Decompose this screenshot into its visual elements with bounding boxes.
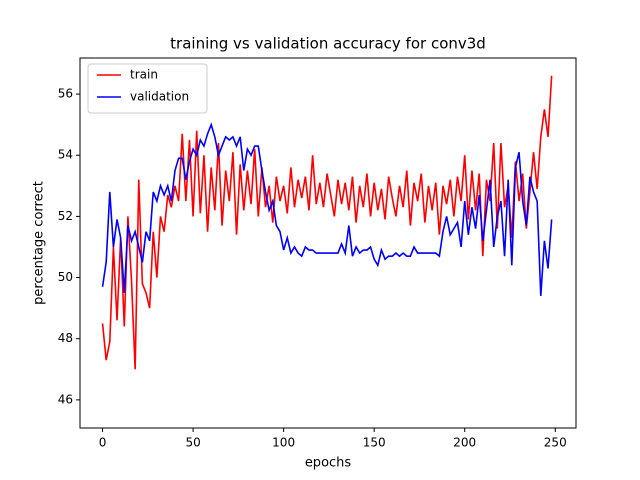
y-tick-label: 52 (58, 209, 73, 223)
x-tick-label: 250 (544, 436, 567, 450)
axes-frame (79, 57, 577, 429)
y-tick-label: 46 (58, 392, 73, 406)
chart-title: training vs validation accuracy for conv… (170, 35, 486, 53)
legend: train validation (87, 63, 208, 114)
legend-label: validation (130, 90, 189, 104)
x-axis-label: epochs (305, 456, 352, 471)
y-axis-label: percentage correct (32, 181, 47, 305)
x-tick-label: 50 (185, 436, 200, 450)
legend-label: train (130, 68, 158, 82)
y-tick-label: 48 (58, 331, 73, 345)
y-tick-label: 54 (58, 148, 73, 162)
legend-box (87, 63, 208, 114)
x-tick-label: 200 (453, 436, 476, 450)
x-tick-label: 0 (99, 436, 107, 450)
y-tick-label: 56 (58, 87, 73, 101)
x-tick-label: 150 (363, 436, 386, 450)
series-line (101, 75, 553, 370)
series-line (101, 122, 553, 296)
y-tick-label: 50 (58, 270, 73, 284)
x-tick-label: 100 (272, 436, 295, 450)
